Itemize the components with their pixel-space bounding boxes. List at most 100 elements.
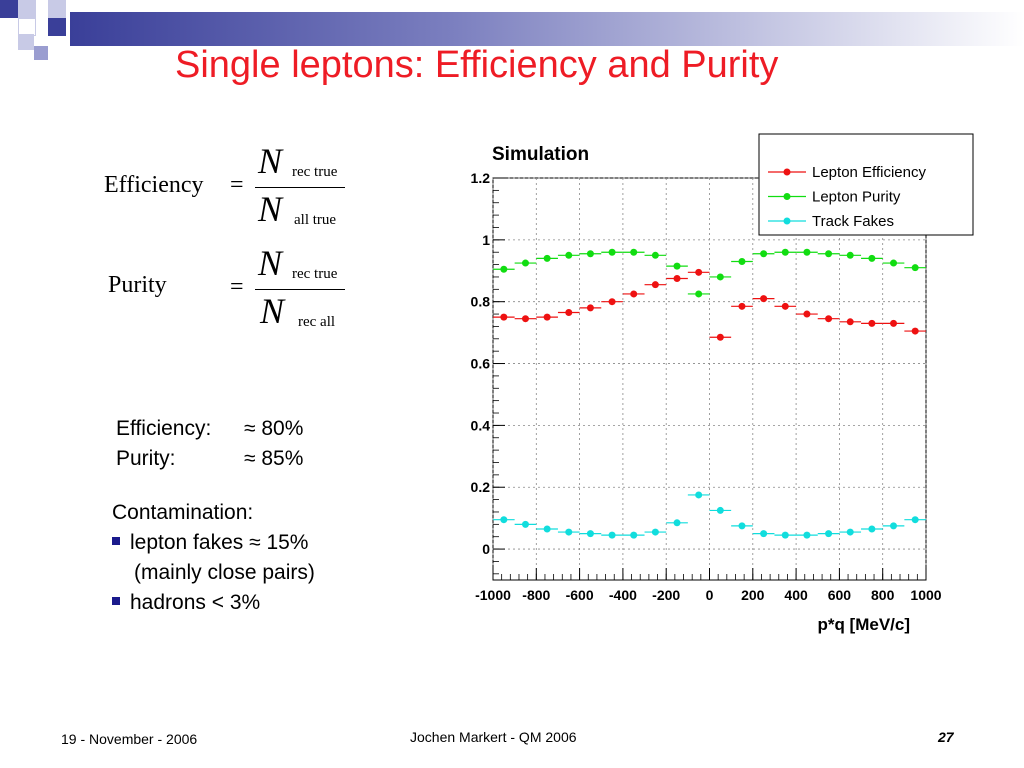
data-point [890,259,898,267]
purity-stat: Purity: ≈ 85% [116,444,303,474]
efficiency-stat-label: Efficiency: [116,417,212,440]
data-point [630,290,638,298]
data-point [500,516,508,524]
y-tick-label: 1.2 [471,170,491,186]
deco-square [48,0,66,18]
data-point [781,248,789,256]
denominator-subscript: all true [294,212,337,228]
numerator-subscript: rec true [292,266,338,282]
legend-marker [783,217,791,225]
data-point [651,251,659,259]
plot-frame [492,177,927,581]
x-tick-label: -600 [566,587,594,603]
x-tick-label: 200 [741,587,765,603]
legend-label: Lepton Efficiency [812,164,926,181]
data-point [500,265,508,273]
data-point [890,319,898,327]
data-point [521,315,529,323]
y-tick-label: 0.2 [471,479,491,495]
slide-title: Single leptons: Efficiency and Purity [175,44,779,86]
data-point [565,528,573,536]
contamination-item: lepton fakes ≈ 15% [112,528,315,558]
fraction-bar [255,187,345,188]
data-point [565,309,573,317]
data-point [565,251,573,259]
data-point [608,248,616,256]
chart-title: Simulation [492,144,589,165]
denominator-subscript: rec all [298,314,336,330]
legend-label: Track Fakes [812,213,894,230]
data-point [911,327,919,335]
contamination-item-note: (mainly close pairs) [134,561,315,584]
y-tick-label: 0.4 [471,417,491,433]
deco-square [18,34,34,50]
legend-marker [783,168,791,176]
contamination-block: Contamination: lepton fakes ≈ 15% (mainl… [112,498,315,618]
footer-author: Jochen Markert - QM 2006 [410,729,577,745]
data-point [521,520,529,528]
efficiency-label: Efficiency [104,172,204,198]
data-point [586,530,594,538]
y-tick-label: 0 [482,541,490,557]
purity-label: Purity [108,272,167,298]
legend-box [758,133,974,236]
numerator-subscript: rec true [292,164,338,180]
data-point [673,275,681,282]
data-point [781,531,789,539]
data-point [608,531,616,539]
data-point [716,333,724,341]
data-point [803,248,811,256]
y-tick-label: 0.6 [471,356,491,372]
bullet-icon [112,537,120,546]
footer-page-number: 27 [938,729,954,745]
data-point [738,257,746,265]
data-point [825,250,833,258]
data-point [695,491,703,499]
purity-stat-value: ≈ 85% [244,447,304,470]
data-point [738,522,746,530]
data-point [651,528,659,536]
contamination-item-text: hadrons < 3% [130,591,261,614]
contamination-item: hadrons < 3% [112,588,315,618]
data-point [803,531,811,539]
deco-square [48,18,66,36]
data-point [781,302,789,310]
data-point [716,506,724,514]
data-point [608,298,616,306]
legend-marker [783,193,791,200]
x-tick-label: -800 [522,587,550,603]
data-point [543,313,551,321]
data-point [673,262,681,270]
deco-square [18,0,36,18]
data-point [521,259,529,267]
data-point [543,525,551,533]
x-tick-label: -400 [609,587,637,603]
data-point [868,319,876,327]
data-point [868,525,876,533]
x-tick-label: 600 [828,587,852,603]
data-point [695,268,703,276]
data-point [760,530,768,538]
deco-square [0,0,18,18]
legend: Lepton Efficiency Lepton Purity Track Fake… [758,133,974,236]
footer-date: 19 - November - 2006 [61,731,198,747]
data-point [630,531,638,539]
y-tick-label: 1 [482,232,490,248]
data-point [911,516,919,524]
data-point [846,251,854,259]
data-point [738,302,746,310]
data-point [803,310,811,318]
data-point [500,313,508,321]
data-point [846,318,854,326]
data-point [760,295,768,303]
data-point [586,250,594,258]
denominator-n: N [260,291,285,331]
x-axis-label: p*q [MeV/c] [817,615,910,634]
x-tick-label: -1000 [475,587,511,603]
fraction-bar [255,289,345,290]
denominator-n: N [258,189,283,229]
x-tick-label: 400 [784,587,808,603]
equals-sign: = [230,274,244,300]
contamination-heading: Contamination: [112,501,254,524]
efficiency-stat-value: ≈ 80% [244,417,304,440]
